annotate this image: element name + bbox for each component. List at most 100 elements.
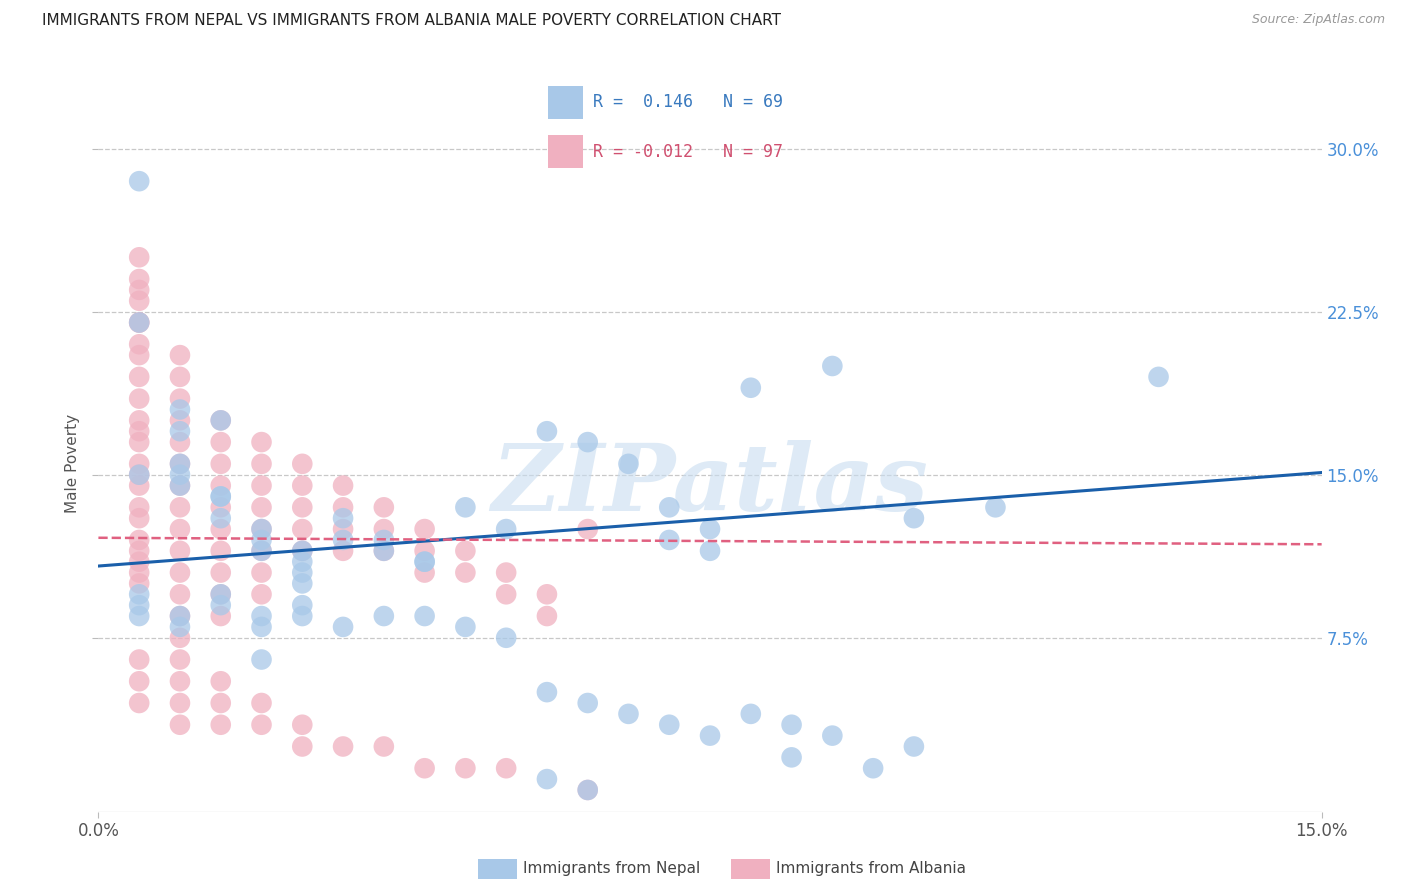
Point	[250, 652, 273, 666]
Point	[413, 609, 436, 624]
Point	[128, 272, 150, 286]
Text: Immigrants from Nepal: Immigrants from Nepal	[523, 862, 700, 876]
Point	[536, 609, 558, 624]
Point	[780, 750, 803, 764]
Point	[128, 457, 150, 471]
Point	[495, 631, 517, 645]
Point	[209, 511, 232, 525]
Point	[128, 609, 150, 624]
Point	[413, 566, 436, 580]
Point	[169, 424, 191, 438]
Point	[209, 457, 232, 471]
Point	[332, 533, 354, 547]
Point	[903, 739, 925, 754]
Point	[291, 543, 314, 558]
Point	[128, 316, 150, 330]
Text: ZIPatlas: ZIPatlas	[492, 440, 928, 530]
Point	[128, 413, 150, 427]
Y-axis label: Male Poverty: Male Poverty	[65, 414, 80, 514]
Point	[332, 620, 354, 634]
Point	[209, 717, 232, 731]
Point	[576, 435, 599, 450]
Point	[128, 424, 150, 438]
Point	[209, 413, 232, 427]
Point	[169, 620, 191, 634]
Point	[250, 717, 273, 731]
Text: Immigrants from Albania: Immigrants from Albania	[776, 862, 966, 876]
Point	[128, 316, 150, 330]
Point	[291, 555, 314, 569]
Point	[128, 293, 150, 308]
Point	[413, 522, 436, 536]
Point	[128, 598, 150, 612]
Point	[250, 522, 273, 536]
Point	[250, 435, 273, 450]
Point	[128, 369, 150, 384]
Point	[128, 283, 150, 297]
Point	[495, 761, 517, 775]
Point	[821, 729, 844, 743]
Point	[291, 478, 314, 492]
Point	[617, 706, 640, 721]
Point	[291, 543, 314, 558]
Point	[128, 696, 150, 710]
Point	[413, 555, 436, 569]
Point	[658, 717, 681, 731]
Point	[169, 652, 191, 666]
Point	[699, 729, 721, 743]
Point	[373, 543, 395, 558]
Point	[128, 674, 150, 689]
Point	[128, 392, 150, 406]
Point	[209, 500, 232, 515]
Point	[740, 381, 762, 395]
Point	[291, 457, 314, 471]
Point	[169, 609, 191, 624]
Point	[413, 543, 436, 558]
Point	[209, 587, 232, 601]
Point	[576, 783, 599, 797]
Point	[373, 533, 395, 547]
Point	[209, 522, 232, 536]
Point	[250, 696, 273, 710]
Point	[169, 609, 191, 624]
Point	[332, 739, 354, 754]
Point	[332, 500, 354, 515]
Point	[536, 587, 558, 601]
Point	[495, 522, 517, 536]
Point	[209, 543, 232, 558]
Point	[576, 522, 599, 536]
Point	[291, 500, 314, 515]
Point	[169, 467, 191, 482]
Bar	[548, 136, 582, 168]
Point	[250, 543, 273, 558]
Text: Source: ZipAtlas.com: Source: ZipAtlas.com	[1251, 13, 1385, 27]
Point	[984, 500, 1007, 515]
Point	[169, 587, 191, 601]
Point	[128, 478, 150, 492]
Point	[1147, 369, 1170, 384]
Point	[862, 761, 884, 775]
Point	[291, 598, 314, 612]
Point	[169, 522, 191, 536]
Point	[373, 500, 395, 515]
Point	[250, 478, 273, 492]
Point	[740, 706, 762, 721]
Point	[454, 566, 477, 580]
Point	[128, 576, 150, 591]
Point	[128, 566, 150, 580]
Point	[128, 467, 150, 482]
Point	[169, 543, 191, 558]
Point	[209, 674, 232, 689]
Point	[169, 500, 191, 515]
Point	[617, 457, 640, 471]
Point	[128, 348, 150, 362]
Bar	[548, 87, 582, 119]
Point	[128, 555, 150, 569]
Point	[128, 467, 150, 482]
Point	[128, 543, 150, 558]
Point	[536, 685, 558, 699]
Point	[250, 533, 273, 547]
Point	[209, 490, 232, 504]
Point	[454, 761, 477, 775]
Point	[454, 620, 477, 634]
